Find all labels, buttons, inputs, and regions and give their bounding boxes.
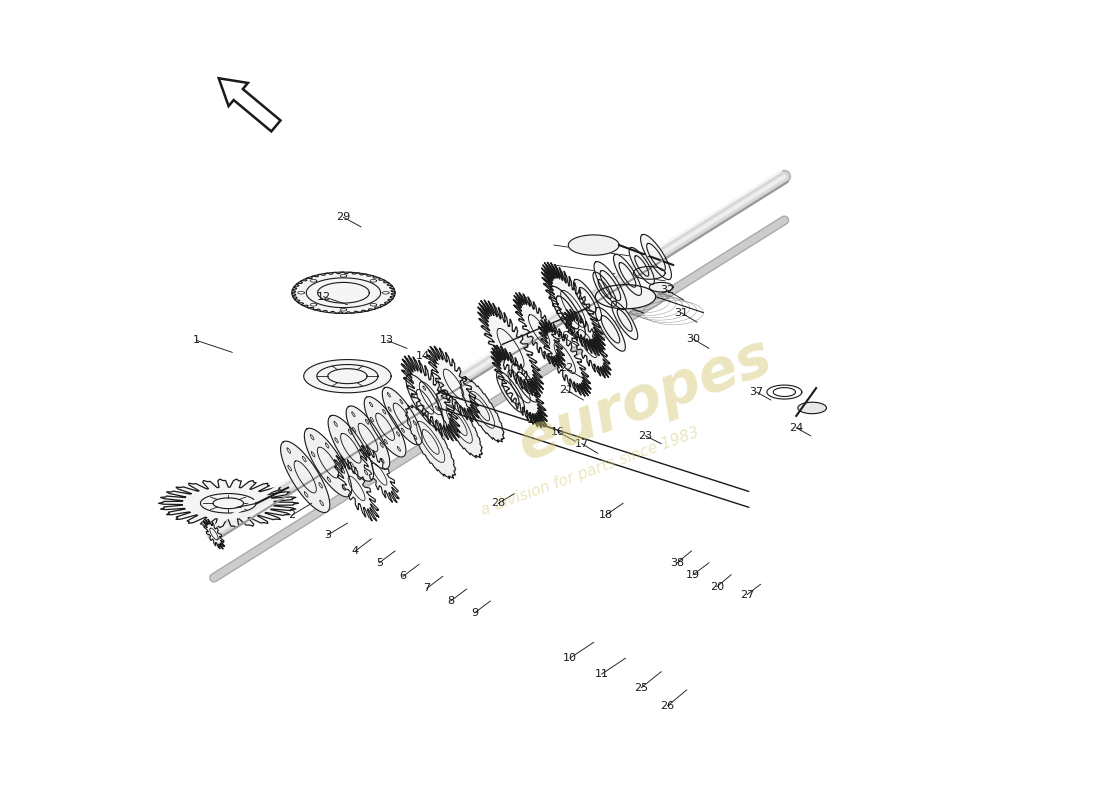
Polygon shape	[292, 272, 395, 314]
Polygon shape	[573, 279, 602, 321]
Polygon shape	[595, 307, 626, 351]
Text: 36: 36	[554, 331, 569, 342]
Polygon shape	[550, 286, 585, 338]
FancyArrow shape	[219, 78, 280, 131]
Text: 32: 32	[660, 286, 674, 295]
Polygon shape	[798, 402, 826, 414]
Polygon shape	[460, 378, 504, 442]
Text: a division for parts since 1983: a division for parts since 1983	[478, 425, 701, 518]
Polygon shape	[512, 364, 538, 402]
Polygon shape	[334, 456, 378, 521]
Text: 2: 2	[288, 510, 296, 520]
Polygon shape	[406, 405, 455, 478]
Polygon shape	[569, 235, 619, 255]
Text: 38: 38	[670, 558, 684, 568]
Polygon shape	[305, 428, 352, 497]
Polygon shape	[491, 346, 547, 427]
Text: 31: 31	[674, 308, 689, 318]
Text: 13: 13	[381, 335, 394, 346]
Text: 1: 1	[192, 335, 200, 346]
Polygon shape	[593, 272, 616, 306]
Text: 16: 16	[551, 426, 565, 437]
Text: 14: 14	[416, 351, 430, 362]
Polygon shape	[364, 397, 406, 457]
Text: 3: 3	[324, 530, 331, 540]
Polygon shape	[304, 359, 392, 393]
Polygon shape	[280, 441, 330, 513]
Polygon shape	[318, 282, 370, 303]
Text: 20: 20	[710, 582, 724, 592]
Polygon shape	[612, 301, 638, 339]
Polygon shape	[346, 406, 389, 469]
Text: 11: 11	[595, 669, 608, 679]
Text: 6: 6	[399, 571, 407, 582]
Text: 8: 8	[447, 596, 454, 606]
Text: 4: 4	[352, 546, 359, 556]
Text: 23: 23	[638, 430, 652, 441]
Text: 22: 22	[559, 363, 573, 374]
Text: 29: 29	[337, 212, 351, 222]
Polygon shape	[406, 374, 444, 430]
Polygon shape	[328, 415, 374, 482]
Text: 19: 19	[686, 570, 700, 580]
Text: 26: 26	[660, 701, 674, 711]
Text: 9: 9	[471, 608, 478, 618]
Polygon shape	[595, 285, 656, 309]
Polygon shape	[436, 390, 483, 458]
Polygon shape	[402, 356, 460, 441]
Polygon shape	[564, 310, 611, 378]
Polygon shape	[614, 254, 641, 295]
Text: 21: 21	[559, 385, 573, 394]
Polygon shape	[428, 346, 480, 422]
Polygon shape	[541, 262, 605, 355]
Text: 17: 17	[574, 438, 589, 449]
Text: 24: 24	[789, 423, 803, 433]
Polygon shape	[514, 293, 564, 368]
Text: 10: 10	[563, 653, 576, 663]
Polygon shape	[539, 319, 591, 396]
Polygon shape	[383, 387, 422, 445]
Text: europes: europes	[510, 328, 780, 472]
Text: 18: 18	[598, 510, 613, 520]
Text: 37: 37	[749, 387, 763, 397]
Polygon shape	[328, 369, 367, 384]
Polygon shape	[477, 300, 543, 396]
Polygon shape	[496, 371, 525, 413]
Text: 12: 12	[317, 292, 331, 302]
Text: 25: 25	[635, 682, 648, 693]
Polygon shape	[634, 266, 665, 279]
Polygon shape	[640, 234, 671, 280]
Polygon shape	[360, 446, 399, 502]
Polygon shape	[158, 479, 298, 527]
Polygon shape	[317, 365, 378, 388]
Text: 27: 27	[740, 590, 755, 600]
Polygon shape	[306, 278, 381, 308]
Text: 7: 7	[424, 583, 430, 594]
Polygon shape	[204, 519, 224, 549]
Polygon shape	[649, 282, 673, 292]
Text: 5: 5	[376, 558, 383, 568]
Polygon shape	[629, 247, 654, 285]
Text: 30: 30	[686, 334, 700, 344]
Text: 15: 15	[527, 415, 541, 425]
Text: 28: 28	[492, 498, 506, 508]
Polygon shape	[594, 262, 627, 310]
